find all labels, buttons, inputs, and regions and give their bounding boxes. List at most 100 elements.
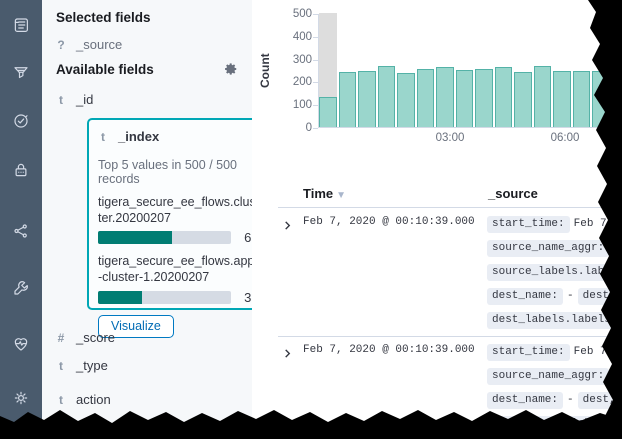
field-type-unknown: ? [57, 37, 65, 52]
graph-share-icon[interactable] [12, 222, 30, 240]
field-item-partial[interactable]: # [56, 418, 236, 432]
histogram-plot-area[interactable] [318, 13, 622, 128]
devtools-wrench-icon[interactable] [12, 279, 30, 297]
visualize-button[interactable]: Visualize [98, 314, 174, 338]
sort-desc-caret-icon: ▼ [336, 190, 347, 201]
source-field-value: Feb 7, [573, 346, 614, 358]
monitoring-heartbeat-icon[interactable] [12, 335, 30, 353]
source-field-value: - [567, 394, 574, 406]
histogram-bar[interactable] [475, 69, 493, 127]
field-type-icon: t [59, 92, 63, 107]
source-field-badge: dest_labels.labels [487, 416, 616, 433]
y-tick-label: 200 [292, 76, 312, 89]
field-type-text: t [101, 129, 105, 144]
histogram-bar[interactable] [514, 72, 532, 127]
source-field-line: source_name_aggr: [487, 368, 613, 385]
source-field-line: dest_labels.labels [487, 416, 620, 433]
histogram-bar[interactable] [416, 69, 434, 127]
field-item-_score[interactable]: # _score [56, 330, 236, 345]
histogram-bar[interactable] [319, 97, 337, 127]
uptime-icon[interactable] [12, 112, 30, 130]
field-type-icon: t [59, 392, 63, 407]
top-value-label: tigera_secure_ee_flows.cluster.20200207 [98, 195, 256, 225]
value-progress-fill [98, 231, 173, 245]
histogram-bar[interactable] [338, 72, 356, 127]
histogram-bar[interactable] [533, 66, 551, 127]
histogram-bar[interactable] [397, 73, 415, 127]
histogram-bar[interactable] [377, 66, 395, 127]
y-tick-mark [313, 36, 318, 38]
source-field-badge: source_name_aggr: [487, 368, 610, 385]
y-tick-label: 400 [292, 30, 312, 43]
x-tick-label: 03:00 [435, 132, 465, 144]
value-progress-track [98, 231, 231, 245]
histogram-bar[interactable] [553, 71, 571, 127]
expand-row-chevron-icon[interactable] [283, 346, 292, 361]
row-divider [278, 336, 622, 337]
app-nav-rail [0, 0, 42, 439]
y-tick-label: 0 [305, 122, 312, 134]
histogram-bar[interactable] [494, 67, 512, 127]
field-item-action[interactable]: t action [56, 392, 236, 407]
source-column-header: _source [488, 186, 538, 201]
expand-row-chevron-icon[interactable] [283, 218, 292, 233]
top-value-row: tigera_secure_ee_flows.app-cluster-1.202… [98, 254, 281, 285]
siem-lock-icon[interactable] [12, 161, 30, 179]
field-name: action [76, 392, 111, 407]
field-name: _id [76, 92, 94, 107]
field-name: _type [76, 358, 108, 373]
management-gear-icon[interactable] [12, 389, 30, 407]
source-field-badge: source_labels.lab [487, 264, 610, 281]
field-item-source[interactable]: ? _source [56, 37, 236, 52]
source-field-badge: start_time: [487, 216, 570, 233]
histogram-bar[interactable] [455, 70, 473, 127]
source-field-line: source_name_aggr: [487, 240, 613, 257]
source-field-badge: source_name_aggr: [487, 240, 610, 257]
top-values-list: tigera_secure_ee_flows.cluster.202002076… [98, 195, 281, 305]
y-tick-label: 500 [292, 8, 312, 20]
top-value-label: tigera_secure_ee_flows.app-cluster-1.202… [98, 254, 255, 284]
histogram-bar[interactable] [436, 67, 454, 127]
logs-icon[interactable] [12, 16, 30, 34]
top-values-summary: Top 5 values in 500 / 500 records [98, 158, 237, 186]
value-progress-fill [98, 290, 142, 304]
top-value-1: tigera_secure_ee_flows.app-cluster-1.202… [98, 254, 281, 305]
y-tick-mark [313, 82, 318, 84]
y-tick-label: 300 [292, 53, 312, 66]
source-field-badge: start_time: [487, 344, 570, 361]
histogram-bar[interactable] [358, 71, 376, 127]
source-field-line: start_time: Feb 7, [487, 344, 617, 361]
discover-field-sidebar: Selected fields ? _source Available fiel… [42, 0, 292, 439]
source-field-line: dest_name: - dest [487, 288, 618, 305]
x-tick-label: 06:00 [550, 132, 580, 144]
y-tick-mark [313, 14, 318, 15]
source-field-badge: dest, [577, 392, 621, 409]
time-column-header[interactable]: Time ▼ [303, 186, 347, 201]
source-field-value: Feb 7 [573, 218, 607, 230]
source-field-line: dest_name: - dest, [487, 392, 622, 409]
source-field-badge: dest_name: [487, 288, 564, 305]
selected-fields-header: Selected fields [56, 10, 151, 25]
histogram-bar[interactable] [592, 71, 610, 127]
field-item-index[interactable]: t _index [98, 129, 281, 144]
row-timestamp: Feb 7, 2020 @ 00:10:39.000 [303, 344, 475, 356]
row-timestamp: Feb 7, 2020 @ 00:10:39.000 [303, 216, 475, 228]
y-tick-mark [313, 105, 318, 107]
field-settings-gear-icon[interactable] [224, 62, 238, 79]
field-type-icon: t [59, 358, 63, 373]
source-field-badge: dest_labels.labels [487, 312, 616, 329]
source-field-line: dest_labels.labels [487, 312, 620, 329]
source-field-badge: dest_name: [487, 392, 564, 409]
y-axis-title: Count [258, 53, 272, 88]
field-item-_id[interactable]: t _id [56, 92, 236, 107]
y-tick-mark [313, 59, 318, 61]
field-item-_type[interactable]: t _type [56, 358, 236, 373]
header-divider [278, 207, 622, 208]
y-tick-mark [313, 128, 318, 129]
apm-icon[interactable] [12, 64, 30, 82]
source-field-line: start_time: Feb 7 [487, 216, 611, 233]
y-tick-label: 100 [292, 99, 312, 112]
field-type-icon: # [57, 330, 65, 345]
histogram-bar[interactable] [572, 71, 590, 127]
